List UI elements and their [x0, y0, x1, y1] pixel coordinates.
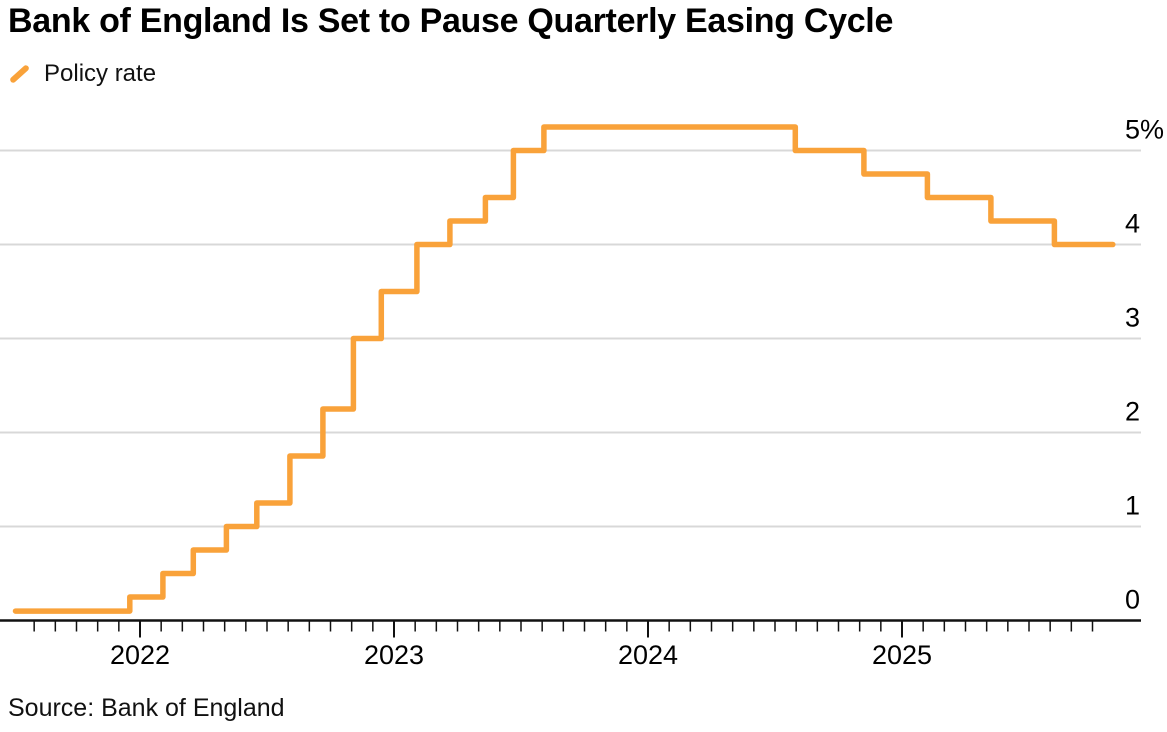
y-axis-label-0: 0 — [1125, 585, 1140, 615]
x-axis-label-2024: 2024 — [618, 640, 678, 670]
y-axis-label-2: 2 — [1125, 397, 1140, 427]
y-axis-label-1: 1 — [1125, 491, 1140, 521]
y-axis-label-5: 5% — [1125, 115, 1164, 145]
legend-label: Policy rate — [44, 60, 157, 87]
source-note: Source: Bank of England — [8, 694, 285, 722]
y-axis-label-3: 3 — [1125, 303, 1140, 333]
x-axis-label-2022: 2022 — [110, 640, 170, 670]
policy-rate-line — [12, 124, 1116, 614]
y-axis-label-4: 4 — [1125, 209, 1140, 239]
legend: Policy rate — [8, 60, 156, 88]
chart-title: Bank of England Is Set to Pause Quarterl… — [8, 2, 894, 40]
x-axis-label-2023: 2023 — [364, 640, 424, 670]
x-axis-label-2025: 2025 — [872, 640, 932, 670]
